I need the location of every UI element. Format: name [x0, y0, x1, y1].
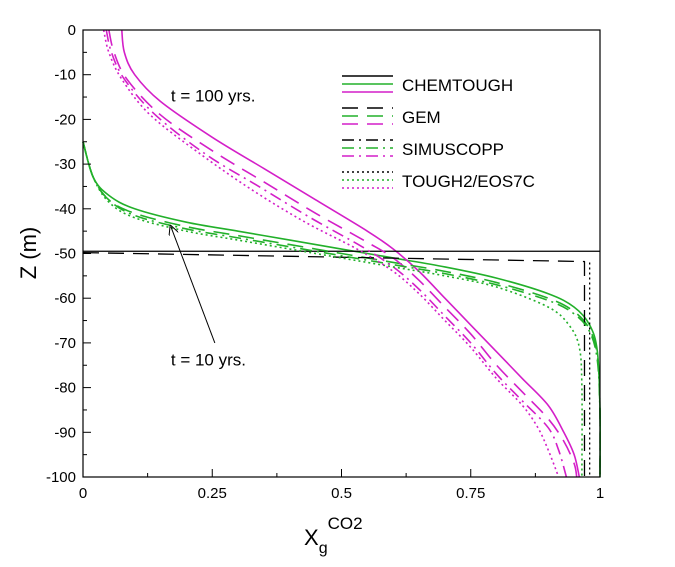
y-tick-label: -100 — [46, 469, 76, 486]
y-tick-label: -80 — [54, 380, 76, 397]
y-tick-label: -30 — [54, 156, 76, 173]
annotations: t = 100 yrs. t = 10 yrs. — [171, 87, 256, 369]
x-tick-label: 0.25 — [198, 485, 227, 502]
series-line-tough2-eos7c-10yrs — [82, 141, 583, 478]
x-axis-title: XgCO2 — [304, 514, 363, 557]
x-axis-title-main: X — [304, 525, 319, 550]
series-line-gem-100yrs — [108, 29, 578, 478]
y-axis: 0 -10 -20 -30 -40 -50 -60 -70 -80 -90 -100 — [46, 22, 91, 486]
annotation-label: t = 10 yrs. — [171, 350, 246, 369]
y-tick-label: -70 — [54, 335, 76, 352]
series-line-simuscopp-100yrs — [105, 29, 568, 478]
x-tick-label: 0 — [79, 485, 87, 502]
series-line-chemtough-100yrs — [120, 29, 581, 478]
annotation-arrow — [171, 227, 216, 344]
y-tick-label: -90 — [54, 424, 76, 441]
annotation-label: t = 100 yrs. — [171, 87, 256, 106]
series-line-chemtough-10yrs — [82, 141, 601, 478]
y-tick-label: -10 — [54, 67, 76, 84]
y-tick-label: -50 — [54, 246, 76, 263]
x-tick-label: 0.5 — [331, 485, 352, 502]
legend-label: CHEMTOUGH — [402, 76, 513, 95]
svg-text:XgCO2: XgCO2 — [304, 514, 363, 557]
legend-label: TOUGH2/EOS7C — [402, 172, 535, 191]
x-axis: 0 0.25 0.5 0.75 1 — [79, 469, 604, 502]
y-tick-label: 0 — [68, 22, 76, 39]
x-tick-label: 0.75 — [456, 485, 485, 502]
x-tick-label: 1 — [596, 485, 604, 502]
x-axis-title-sup: CO2 — [328, 514, 363, 533]
series-line-simuscopp-10yrs — [82, 141, 601, 478]
y-axis-title: Z (m) — [16, 227, 41, 280]
x-axis-title-sub: g — [319, 540, 328, 557]
series-line-gem-10yrs — [82, 141, 601, 478]
y-tick-label: -20 — [54, 111, 76, 128]
y-tick-label: -60 — [54, 290, 76, 307]
series-line-gem-reference — [82, 251, 586, 477]
y-tick-label: -40 — [54, 201, 76, 218]
legend-label: GEM — [402, 108, 441, 127]
legend: CHEMTOUGH GEM SIMUSCOPP TOUGH2/EOS7C — [342, 75, 535, 191]
chart-curves — [82, 29, 601, 478]
legend-label: SIMUSCOPP — [402, 140, 504, 159]
